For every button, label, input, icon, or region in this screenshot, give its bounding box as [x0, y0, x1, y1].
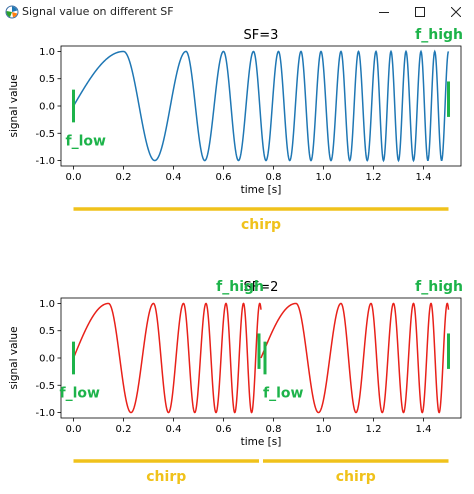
y-tick-label: -0.5 — [35, 129, 55, 140]
title-bar[interactable]: Signal value on different SF — [0, 0, 474, 24]
x-tick-label: 0.2 — [116, 424, 132, 435]
f-high-label: f_high — [415, 27, 463, 43]
f-low-label: f_low — [66, 133, 107, 149]
y-tick-label: 0.0 — [39, 354, 55, 365]
y-tick-label: -0.5 — [35, 381, 55, 392]
x-tick-label: 0.0 — [66, 172, 82, 183]
minimize-button[interactable] — [366, 0, 402, 24]
f-low-label: f_low — [263, 385, 304, 401]
minimize-icon — [379, 12, 389, 13]
x-tick-label: 0.6 — [216, 424, 232, 435]
x-tick-label: 0.8 — [266, 424, 282, 435]
signal-line-segment-1 — [260, 302, 450, 414]
x-axis-label: time [s] — [241, 436, 282, 448]
close-button[interactable] — [438, 0, 474, 24]
y-axis-label: signal value — [8, 74, 20, 137]
x-tick-label: 0.8 — [266, 172, 282, 183]
chirp-label: chirp — [146, 469, 186, 485]
x-tick-label: 0.4 — [166, 424, 182, 435]
y-tick-label: 1.0 — [39, 47, 55, 58]
x-tick-label: 0.0 — [66, 424, 82, 435]
x-tick-label: 1.4 — [416, 424, 432, 435]
chart-sf3: SF=3 0.0 0.2 0.4 0.6 0.8 1.0 1.2 1.4 1.0 0.5 0.0 -0.… — [8, 27, 463, 233]
x-tick-label: 1.0 — [316, 424, 332, 435]
chart-title: SF=2 — [244, 280, 279, 295]
chirp-label: chirp — [336, 469, 376, 485]
y-tick-label: 0.5 — [39, 74, 55, 85]
y-tick-label: -1.0 — [35, 408, 55, 419]
maximize-button[interactable] — [402, 0, 438, 24]
x-tick-label: 0.6 — [216, 172, 232, 183]
f-high-label: f_high — [415, 279, 463, 295]
chart-title: SF=3 — [244, 28, 279, 43]
maximize-icon — [415, 7, 425, 17]
y-tick-label: 0.0 — [39, 102, 55, 113]
x-tick-label: 1.2 — [366, 424, 382, 435]
matplotlib-icon — [5, 5, 19, 19]
x-tick-label: 1.2 — [366, 172, 382, 183]
chirp-label: chirp — [241, 217, 281, 233]
close-icon — [451, 7, 461, 17]
plot-frame — [60, 45, 462, 167]
signal-line-segment-0 — [72, 49, 450, 163]
y-axis-label: signal value — [8, 326, 20, 389]
figure-canvas: SF=3 0.0 0.2 0.4 0.6 0.8 1.0 1.2 1.4 1.0 0.5 0.0 -0.… — [8, 27, 463, 485]
window-title: Signal value on different SF — [22, 5, 174, 18]
x-tick-label: 1.0 — [316, 172, 332, 183]
x-tick-label: 0.2 — [116, 172, 132, 183]
y-tick-label: 1.0 — [39, 299, 55, 310]
y-tick-label: 0.5 — [39, 326, 55, 337]
signal-line-segment-0 — [72, 302, 262, 414]
x-tick-label: 1.4 — [416, 172, 432, 183]
x-axis-label: time [s] — [241, 184, 282, 196]
chart-sf2: SF=2 0.0 0.2 0.4 0.6 0.8 1.0 1.2 1.4 1.0 0.5 0.0 -0.… — [8, 279, 463, 485]
f-low-label: f_low — [60, 385, 101, 401]
x-tick-label: 0.4 — [166, 172, 182, 183]
f-high-label: f_high — [216, 279, 264, 295]
y-tick-label: -1.0 — [35, 156, 55, 167]
